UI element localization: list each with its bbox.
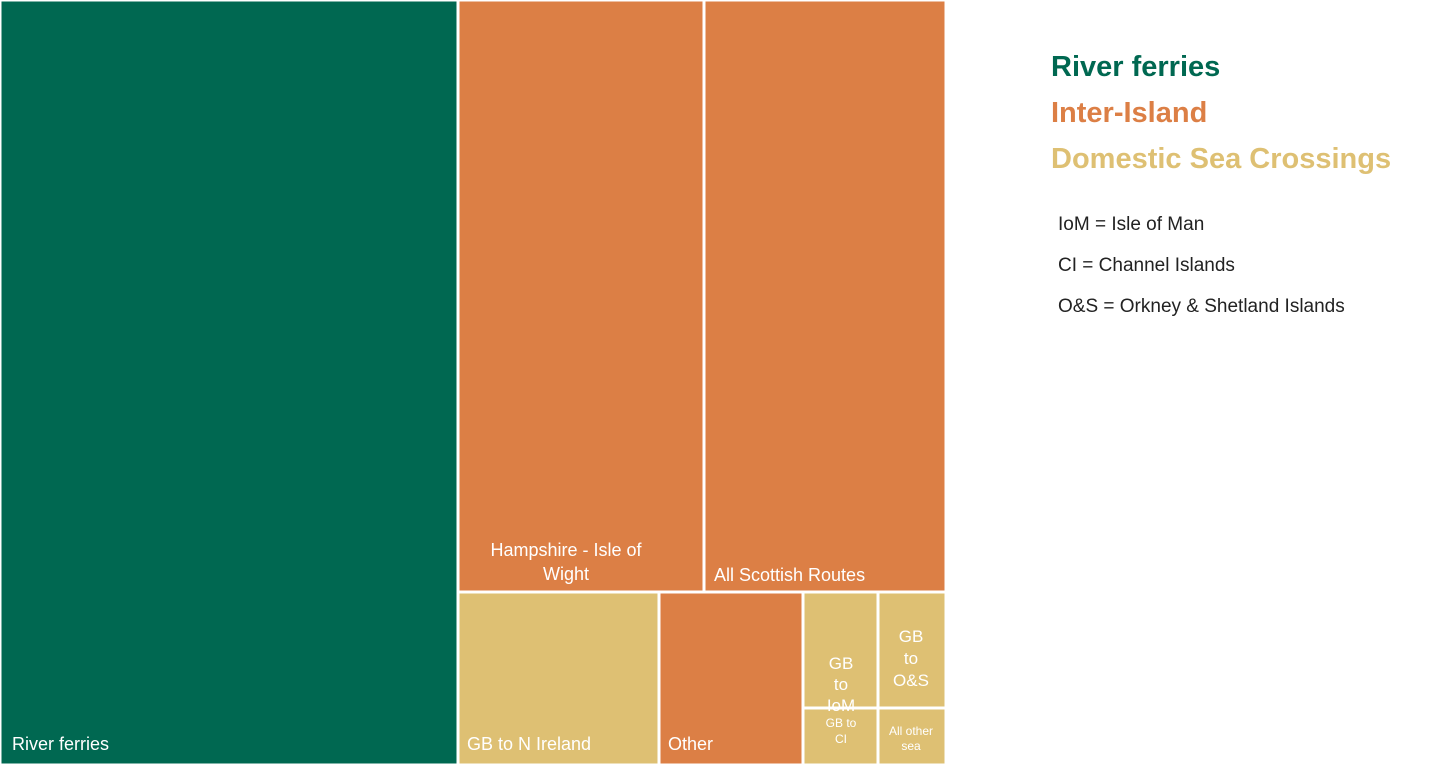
note-iom: IoM = Isle of Man	[1058, 214, 1205, 235]
tile-label-all-scottish-routes: All Scottish Routes	[714, 565, 865, 585]
tile-label-gb-to-ci: GB to CI	[826, 716, 857, 746]
tile-label-river-ferries: River ferries	[12, 734, 109, 754]
tile-label-all-other-sea: All other sea	[889, 724, 933, 753]
tile-other	[657, 590, 805, 765]
abbreviation-notes: IoM = Isle of Man CI = Channel Islands O…	[1058, 213, 1358, 336]
legend-item-domestic-sea-crossings: Domestic Sea Crossings	[1051, 143, 1392, 175]
tile-hampshire-isle-of-wight	[456, 0, 706, 594]
legend-item-river-ferries: River ferries	[1051, 51, 1221, 83]
tile-label-other: Other	[668, 734, 713, 754]
tile-all-scottish-routes	[702, 0, 948, 594]
tile-label-hampshire-isle-of-wight: Hampshire - Isle of Wight	[490, 540, 642, 584]
tile-gb-to-iom	[801, 590, 880, 710]
tile-label-gb-to-n-ireland: GB to N Ireland	[467, 734, 591, 754]
tile-river-ferries	[0, 0, 460, 765]
treemap-chart: River ferries Hampshire - Isle of Wight All…	[0, 0, 948, 765]
tile-gb-to-n-ireland	[456, 590, 661, 765]
legend-item-inter-island: Inter-Island	[1051, 97, 1208, 129]
note-ci: CI = Channel Islands	[1058, 255, 1235, 276]
tile-label-gb-to-iom: GB to IoM	[827, 654, 855, 715]
note-os: O&S = Orkney & Shetland Islands	[1058, 296, 1345, 317]
tile-label-gb-to-oands: GB to O&S	[893, 627, 929, 690]
legend: River ferries Inter-Island Domestic Sea …	[1051, 44, 1391, 182]
tile-all-other-sea	[876, 706, 948, 765]
